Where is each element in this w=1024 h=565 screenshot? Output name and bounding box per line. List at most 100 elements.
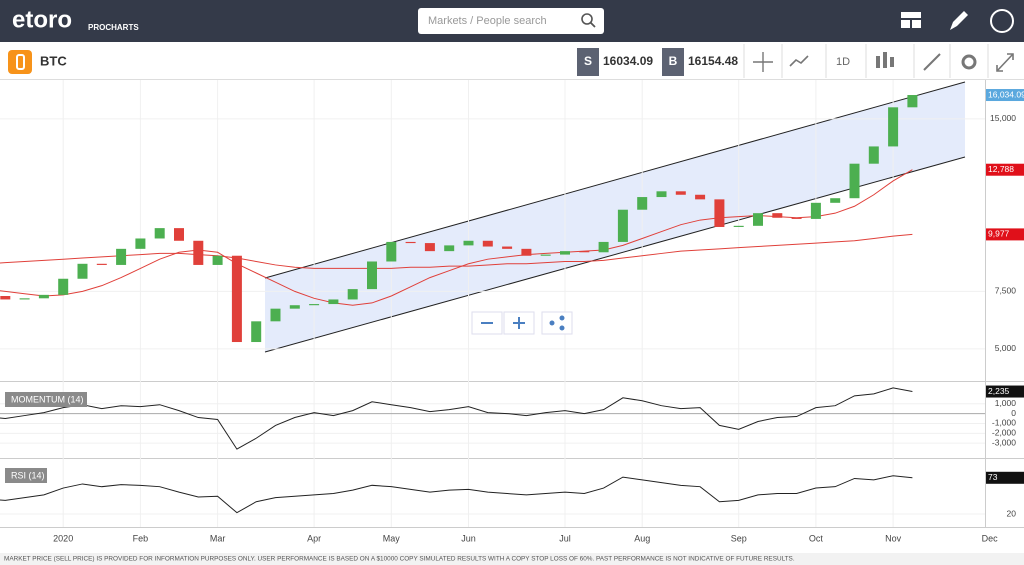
candle-body: [96, 263, 107, 265]
price-tag: [986, 89, 1024, 102]
crosshair-icon[interactable]: [753, 52, 773, 72]
price-tag: [986, 471, 1024, 484]
layout-icon[interactable]: [901, 12, 921, 28]
channel-lower[interactable]: [264, 156, 966, 353]
candle-body: [579, 251, 590, 253]
drawing-tools-icon[interactable]: [923, 53, 941, 71]
candle-body: [637, 197, 648, 210]
indicator-icon[interactable]: [876, 52, 894, 68]
candle-body: [753, 213, 763, 226]
y-tick-label: 5,000: [995, 343, 1017, 353]
indicator-title: RSI (14): [11, 470, 45, 480]
price-tag-label: 9,977: [988, 229, 1010, 239]
buy-button[interactable]: [662, 48, 684, 76]
search-box[interactable]: [418, 8, 604, 34]
share-glyph: [549, 315, 565, 331]
x-tick-label: Feb: [133, 533, 149, 543]
draw-icon[interactable]: [950, 11, 968, 30]
price-tag: [986, 163, 1024, 176]
candle-body: [502, 246, 513, 249]
candle-body: [482, 240, 493, 247]
candle-body: [270, 308, 281, 322]
sell-label: S: [584, 54, 592, 68]
price-tag-label: 73: [988, 472, 998, 482]
candle-body: [328, 299, 339, 305]
candle-body: [733, 225, 744, 227]
x-tick-label: Dec: [982, 533, 999, 543]
x-tick-label: Apr: [307, 533, 321, 543]
x-tick-label: 2020: [53, 533, 73, 543]
interval-button[interactable]: 1D: [836, 56, 850, 68]
y-tick-label: 15,000: [990, 113, 1016, 123]
candle-body: [424, 243, 435, 252]
candle-body: [849, 163, 860, 199]
candle-body: [309, 304, 320, 306]
candle-body: [154, 228, 165, 239]
instrument-icon: [8, 50, 32, 74]
candle-body: [656, 191, 667, 198]
search-icon[interactable]: [581, 13, 593, 25]
candle-body: [38, 294, 49, 299]
moving-average: [0, 233, 913, 269]
sell-button[interactable]: [577, 48, 599, 76]
search-icon-handle: [589, 21, 596, 28]
candle-body: [772, 213, 783, 218]
etoro-icon[interactable]: [990, 9, 1014, 33]
candle-body: [444, 245, 455, 252]
candle-body: [521, 248, 532, 256]
sell-price: 16034.09: [603, 54, 653, 68]
x-tick-label: Jul: [559, 533, 571, 543]
candle-body: [868, 146, 879, 164]
candle-body: [907, 95, 918, 108]
settings-icon[interactable]: [961, 54, 977, 70]
candle-body: [386, 241, 397, 262]
candle-body: [617, 209, 628, 242]
candle-body: [830, 198, 841, 203]
price-tag: [986, 228, 1024, 241]
plot-layer: [0, 80, 985, 527]
candle-body: [347, 289, 358, 300]
x-tick-label: Aug: [634, 533, 650, 543]
y-tick-label: -3,000: [992, 437, 1016, 447]
y-tick-label: 20: [1007, 508, 1017, 518]
candle-body: [58, 278, 69, 295]
indicator-label-box[interactable]: [5, 468, 47, 483]
y-tick-label: 1,000: [995, 398, 1017, 408]
share[interactable]: [541, 311, 573, 335]
candle-body: [212, 255, 223, 265]
indicator-line: [0, 475, 913, 514]
candle-body: [560, 251, 570, 255]
instrument-icon-glyph: [16, 54, 25, 70]
candle-body: [231, 255, 242, 343]
price-tag: [986, 385, 1024, 398]
indicator-line: [0, 387, 913, 450]
candle-body: [193, 240, 204, 265]
candle-body: [695, 194, 706, 200]
y-tick-label: -1,000: [992, 418, 1016, 428]
fullscreen-icon[interactable]: [996, 53, 1014, 72]
x-tick-label: Oct: [809, 533, 824, 543]
candle-body: [791, 217, 802, 219]
toolbar-separators: [743, 44, 989, 78]
search-placeholder: Markets / People search: [428, 15, 547, 27]
candle-body: [174, 228, 184, 241]
candle-body: [116, 248, 127, 265]
candle-body: [675, 191, 686, 195]
candle-body: [251, 321, 262, 343]
x-tick-label: May: [383, 533, 401, 543]
buy-price: 16154.48: [688, 54, 738, 68]
x-tick-label: Nov: [885, 533, 902, 543]
indicator-title: MOMENTUM (14): [11, 394, 84, 404]
candle-body: [135, 238, 146, 249]
instrument-name: BTC: [40, 53, 67, 68]
x-tick-label: Jun: [461, 533, 476, 543]
toolbar: [0, 42, 1024, 80]
candle-body: [540, 254, 551, 256]
price-tag-label: 16,034.09: [988, 89, 1024, 99]
zoom-controls: [471, 311, 573, 335]
channel-upper[interactable]: [264, 81, 966, 279]
indicator-label-box[interactable]: [5, 392, 87, 407]
chart-type-icon[interactable]: [789, 55, 809, 67]
x-tick-label: Mar: [210, 533, 226, 543]
